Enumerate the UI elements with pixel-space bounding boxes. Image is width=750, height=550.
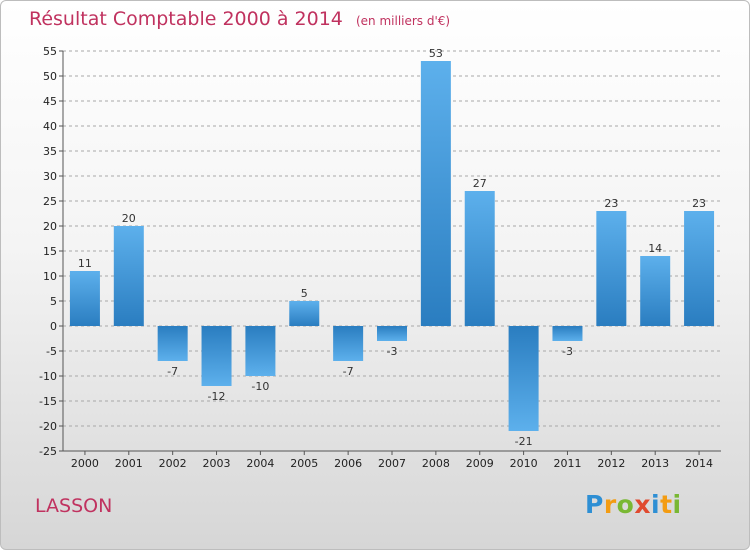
data-label: -12: [208, 390, 226, 403]
data-label: 11: [78, 257, 92, 270]
logo-letter: P: [585, 490, 604, 519]
data-label: -3: [387, 345, 398, 358]
data-label: 53: [429, 47, 443, 60]
y-tick-label: 15: [43, 245, 57, 258]
bar: [684, 211, 715, 326]
y-tick-label: 40: [43, 120, 57, 133]
data-label: -3: [562, 345, 573, 358]
x-tick-label: 2007: [378, 457, 406, 470]
x-tick-label: 2014: [685, 457, 713, 470]
y-tick-label: 50: [43, 70, 57, 83]
data-label: 23: [692, 197, 706, 210]
bar: [377, 326, 407, 341]
y-tick-label: 25: [43, 195, 57, 208]
y-tick-label: 45: [43, 95, 57, 108]
logo-letter: i: [672, 490, 682, 519]
bar: [157, 326, 188, 361]
x-tick-label: 2005: [290, 457, 318, 470]
bar: [69, 271, 100, 326]
bar: [245, 326, 276, 376]
bar: [333, 326, 364, 361]
bar: [464, 191, 495, 326]
bar: [201, 326, 232, 386]
data-label: -21: [515, 435, 533, 448]
x-tick-label: 2002: [159, 457, 187, 470]
y-tick-label: 5: [50, 295, 57, 308]
data-label: -7: [343, 365, 354, 378]
bar: [420, 61, 451, 326]
y-tick-label: 0: [50, 320, 57, 333]
chart-title: Résultat Comptable 2000 à 2014: [29, 8, 343, 30]
y-tick-label: -10: [39, 370, 57, 383]
data-label: 20: [122, 212, 136, 225]
axes: -25 -20 -15 -10 -5 0 5 10 15 20 25 30 35 40 45 50 55 2000…: [39, 45, 721, 470]
y-tick-label: -25: [39, 445, 57, 458]
data-label: -10: [251, 380, 269, 393]
x-tick-label: 2004: [246, 457, 274, 470]
y-tick-label: 20: [43, 220, 57, 233]
bar: [596, 211, 627, 326]
commune-name: LASSON: [35, 495, 113, 517]
x-tick-label: 2008: [422, 457, 450, 470]
x-tick-label: 2003: [203, 457, 231, 470]
logo-letter: o: [616, 490, 635, 519]
grid-lines: [63, 50, 721, 452]
bar: [113, 226, 144, 326]
data-label: 27: [473, 177, 487, 190]
y-tick-label: 35: [43, 145, 57, 158]
y-tick-label: 55: [43, 45, 57, 58]
data-labels: 11 20 -7 -12 -10 5 -7 -3 53 27 -21 -3 23 14 23: [78, 47, 706, 448]
data-label: 5: [301, 287, 308, 300]
proxiti-logo[interactable]: Proxiti: [585, 490, 682, 519]
y-tick-label: 30: [43, 170, 57, 183]
y-tick-label: -5: [46, 345, 57, 358]
x-tick-label: 2009: [466, 457, 494, 470]
chart-subtitle: (en milliers d'€): [355, 14, 451, 28]
bars: [69, 61, 715, 431]
logo-letter: x: [634, 490, 651, 519]
data-label: 23: [604, 197, 618, 210]
data-label: 14: [648, 242, 662, 255]
bar: [508, 326, 539, 431]
x-tick-label: 2011: [553, 457, 581, 470]
y-tick-label: 10: [43, 270, 57, 283]
title-row: Résultat Comptable 2000 à 2014 (en milli…: [29, 8, 450, 30]
bar: [640, 256, 671, 326]
logo-letter: t: [660, 490, 673, 519]
x-tick-label: 2006: [334, 457, 362, 470]
x-tick-label: 2010: [510, 457, 538, 470]
x-tick-label: 2012: [597, 457, 625, 470]
x-tick-label: 2001: [115, 457, 143, 470]
logo-letter: r: [603, 490, 617, 519]
y-tick-label: -15: [39, 395, 57, 408]
bar: [289, 301, 320, 326]
data-label: -7: [167, 365, 178, 378]
logo-letter: i: [651, 490, 661, 519]
x-tick-label: 2013: [641, 457, 669, 470]
x-tick-label: 2000: [71, 457, 99, 470]
bar: [552, 326, 583, 341]
y-tick-label: -20: [39, 420, 57, 433]
